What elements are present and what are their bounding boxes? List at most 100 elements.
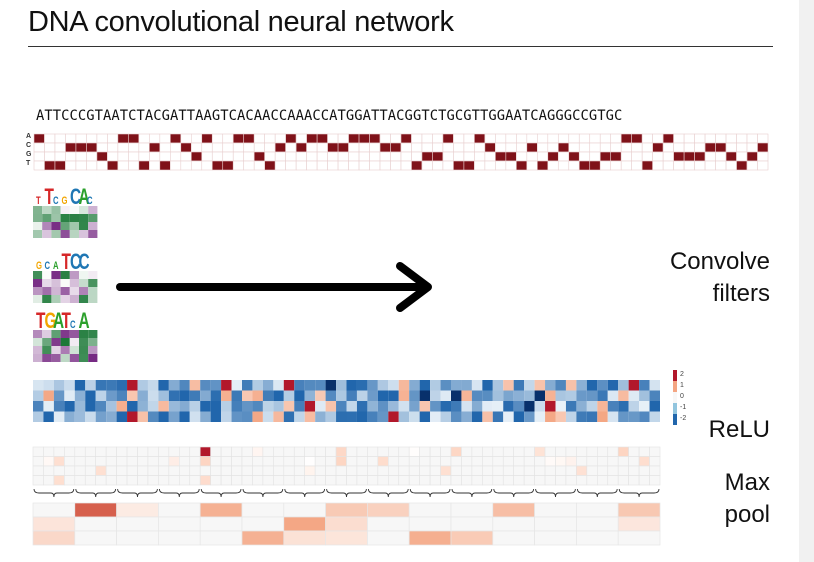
onehot-cell-on [44,160,56,171]
relu-heat-cell [325,475,337,486]
colorbar-segment [673,370,677,381]
maxpool-cell [576,502,619,518]
onehot-cell [694,133,706,144]
onehot-cell [694,142,706,153]
conv-heat-cell [74,380,86,391]
relu-heat-cell [513,475,525,486]
vertical-scrollbar[interactable] [799,0,814,562]
onehot-cell [159,151,171,162]
onehot-cell [568,133,580,144]
filter-weight-cell [42,222,52,230]
relu-heat-cell [168,446,180,457]
conv-heat-cell [398,401,410,412]
conv-heat-cell [586,401,598,412]
convolution-output-heatmap [33,380,660,422]
onehot-cell [757,160,769,171]
maxpool-cell [617,502,661,518]
filter-weight-cell [60,346,70,354]
relu-heat-cell [220,465,232,476]
onehot-cell-on [725,151,737,162]
relu-heat-cell [492,456,504,467]
relu-heat-cell [53,446,65,457]
onehot-cell-on [33,133,45,144]
onehot-cell [170,142,182,153]
onehot-cell [128,151,140,162]
onehot-cell [421,160,433,171]
onehot-cell-on [516,160,528,171]
conv-heat-cell [618,401,629,412]
filter-weight-cell [33,338,43,346]
onehot-cell [736,133,748,144]
onehot-cell [568,160,580,171]
conv-heat-cell [597,380,608,391]
relu-heat-cell [607,456,619,467]
relu-heat-cell [137,475,149,486]
filter-weight-cell [51,330,61,338]
onehot-cell [673,142,685,153]
relu-heat-cell [252,456,264,467]
conv-heat-cell [315,390,326,401]
relu-output-heatmap [32,446,661,486]
relu-heat-cell [241,465,253,476]
relu-heat-cell [231,446,243,457]
onehot-cell [589,151,601,162]
conv-heat-cell [503,401,514,412]
relu-heat-cell [565,446,577,457]
onehot-cell [474,160,486,171]
onehot-cell [610,133,622,144]
relu-heat-cell [502,456,514,467]
maxpool-cell [283,516,326,532]
relu-heat-cell [189,446,201,457]
conv-heat-cell [565,411,577,422]
filter-weight-cell [88,206,98,214]
conv-heat-cell [388,390,399,401]
relu-heat-cell [262,446,274,457]
conv-heat-cell [440,411,451,422]
onehot-cell-on [243,133,255,144]
maxpool-cell [241,502,285,518]
filter-weight-cell [60,354,70,362]
conv-heat-cell [503,380,514,391]
conv-heat-cell [231,390,242,401]
filter-weight-cell [88,214,98,222]
conv-heat-cell [74,390,86,401]
relu-heat-cell [387,475,400,486]
maxpool-cell [408,530,452,546]
onehot-cell [369,151,381,162]
relu-heat-cell [408,446,420,457]
maxpool-cell [534,502,577,518]
onehot-cell [75,160,87,171]
conv-heat-cell [315,380,326,391]
filter-weight-cell [51,338,61,346]
relu-heat-cell [586,446,598,457]
onehot-cell [149,151,161,162]
onehot-cell-on [149,142,161,153]
filter-logo-letter: G [44,309,56,333]
filter-weight-cell [69,354,79,362]
filter-weight-cell [60,214,70,222]
onehot-cell-on [348,133,360,144]
onehot-cell [243,160,255,171]
conv-heat-cell [252,401,263,412]
conv-heat-cell [95,411,107,422]
onehot-cell-on [306,133,318,144]
onehot-cell-on [620,133,632,144]
conv-heat-cell [419,390,431,401]
relu-heat-cell [544,456,556,467]
filter-weight-cell [69,271,79,279]
conv-heat-cell [242,401,253,412]
conv-heat-cell [451,390,462,401]
onehot-cell-on [599,151,612,162]
filter-weight-cell [88,338,98,346]
relu-heat-cell [387,465,400,476]
conv-heat-cell [503,390,514,401]
relu-heat-cell [116,475,128,486]
colorbar: 2 1 0 -1 -2 [673,370,686,425]
relu-heat-cell [210,446,222,457]
onehot-cell-on [400,133,412,144]
filter-weight-cell [51,354,61,362]
maxpool-cell [408,502,452,518]
conv-heat-cell [419,401,431,412]
conv-heat-cell [419,411,431,422]
